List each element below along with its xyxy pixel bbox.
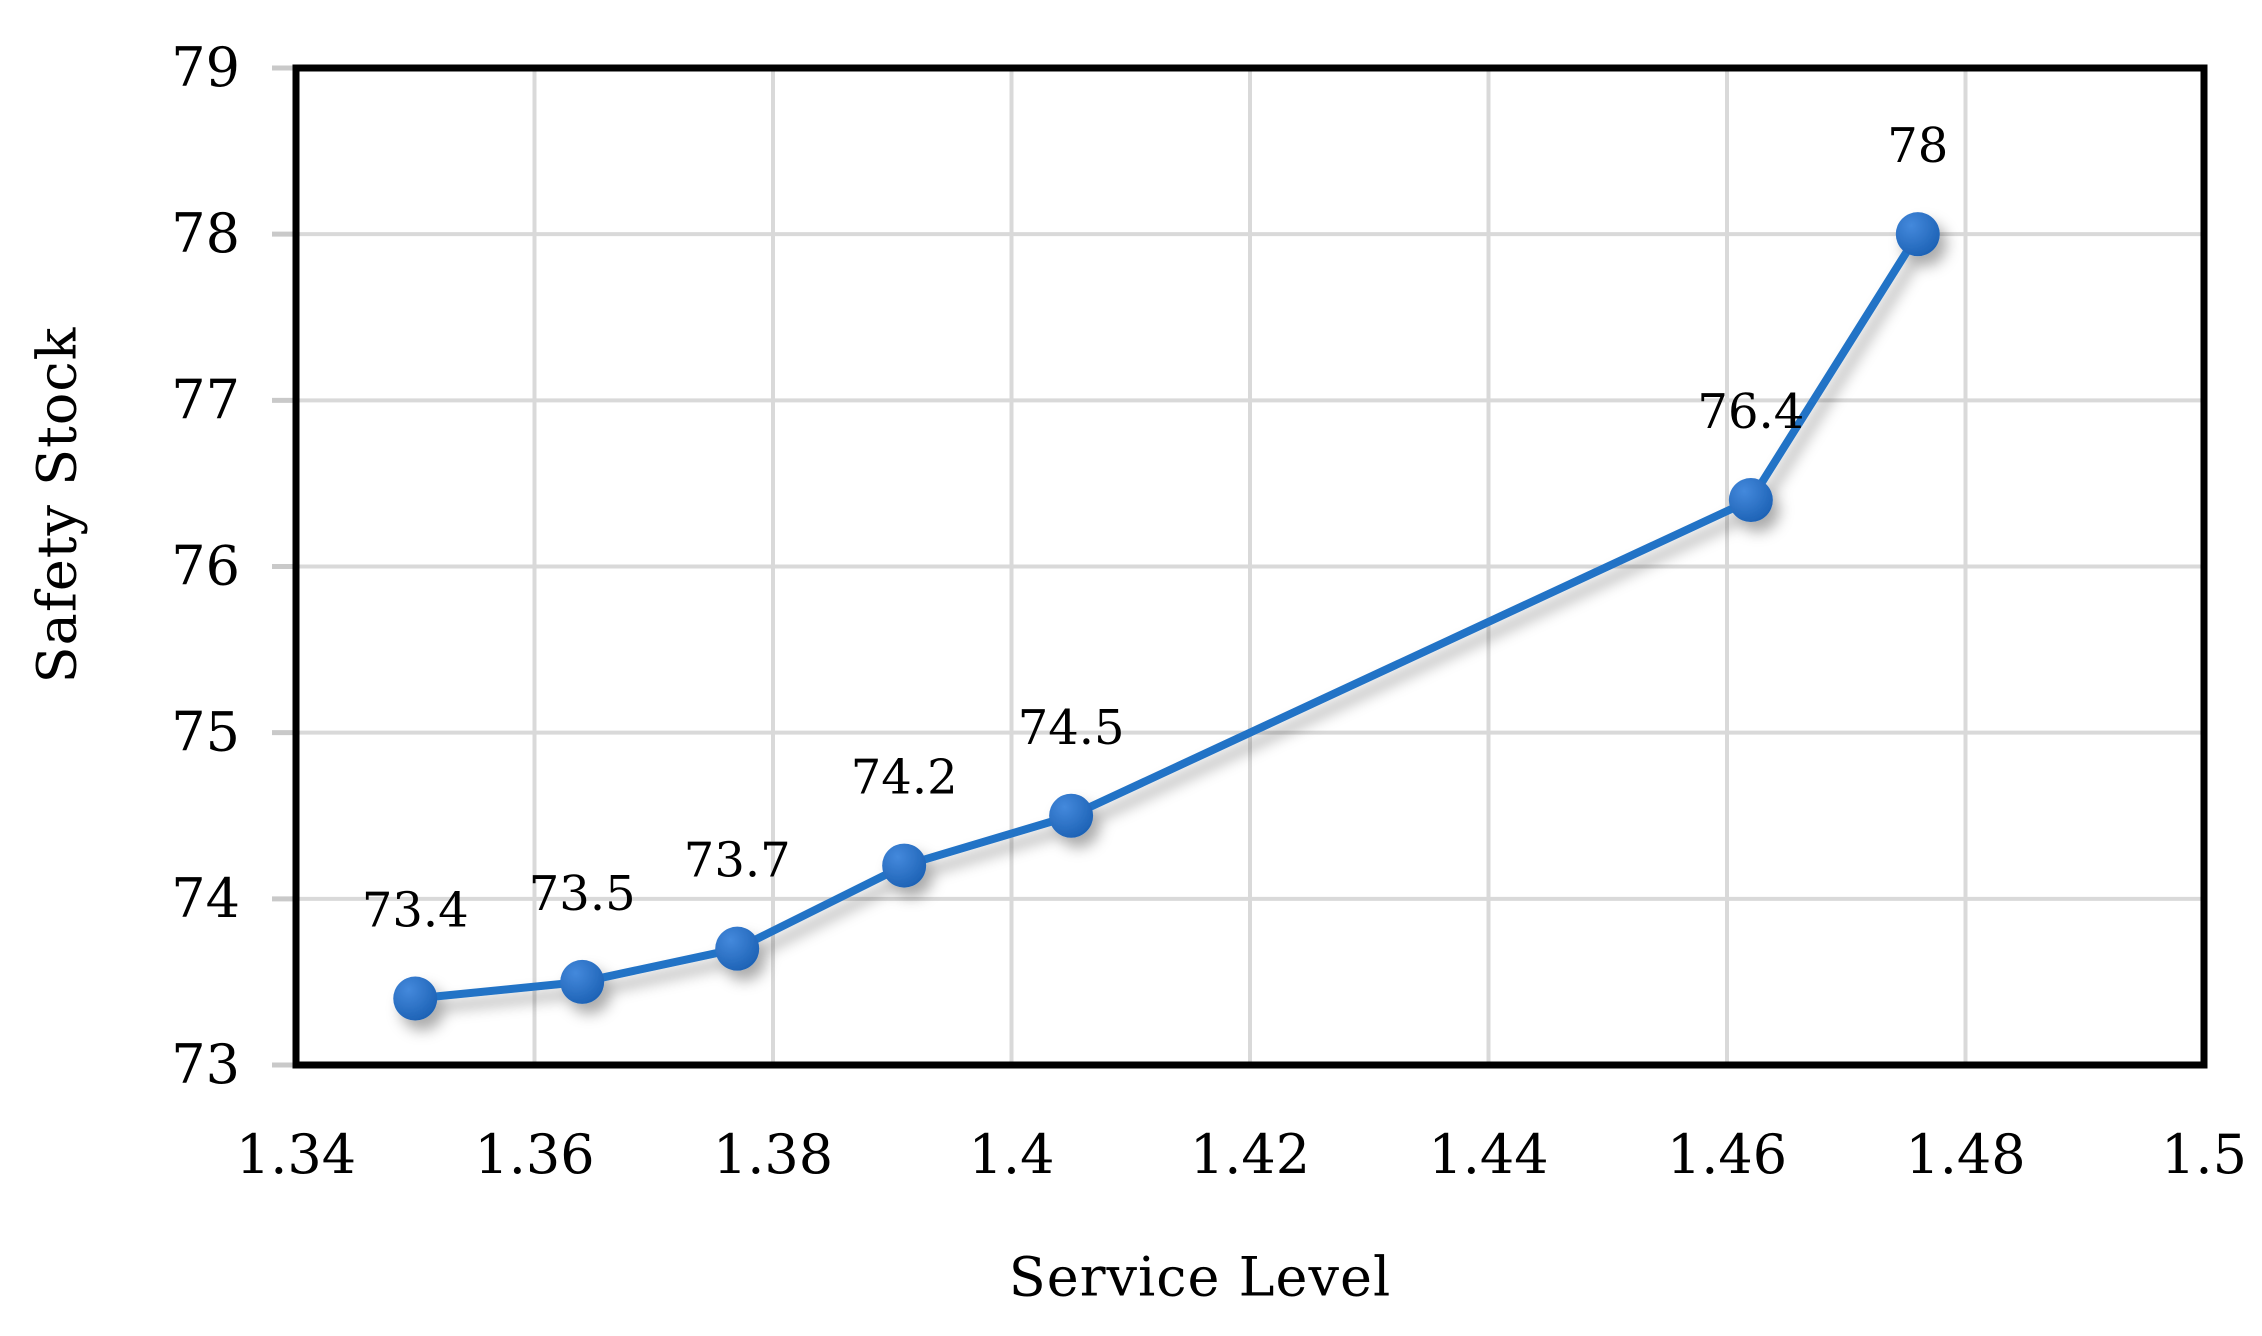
data-point-marker (560, 959, 605, 1004)
data-point-marker (1728, 478, 1773, 523)
data-point-marker (715, 926, 760, 971)
x-tick-label: 1.42 (1190, 1123, 1310, 1186)
data-point-label: 78 (1887, 118, 1948, 174)
y-tick-label: 76 (171, 535, 240, 598)
y-tick-label: 78 (171, 202, 240, 265)
x-tick-label: 1.34 (236, 1123, 356, 1186)
data-point-marker (393, 976, 438, 1021)
x-tick-label: 1.38 (713, 1123, 833, 1186)
y-tick-label: 74 (171, 867, 240, 930)
y-tick-label: 75 (171, 701, 240, 764)
x-tick-label: 1.36 (474, 1123, 594, 1186)
data-point-marker (1895, 212, 1940, 257)
series-line (411, 230, 1922, 1003)
x-tick-label: 1.5 (2161, 1123, 2247, 1186)
x-tick-label: 1.44 (1428, 1123, 1548, 1186)
data-point-label: 74.5 (1018, 700, 1125, 756)
data-point-label: 73.5 (529, 866, 636, 922)
data-point-label: 74.2 (851, 750, 958, 806)
x-tick-label: 1.46 (1667, 1123, 1787, 1186)
data-point-label: 73.7 (684, 833, 791, 889)
data-point-label: 76.4 (1697, 384, 1804, 440)
data-point-label: 73.4 (362, 883, 469, 939)
y-tick-label: 77 (171, 368, 240, 431)
x-tick-label: 1.4 (969, 1123, 1055, 1186)
x-tick-label: 1.48 (1905, 1123, 2025, 1186)
y-tick-label: 73 (171, 1033, 240, 1096)
data-point-marker (882, 843, 927, 888)
data-point-marker (1049, 793, 1094, 838)
x-axis-title: Service Level (1008, 1245, 1392, 1309)
y-axis-title: Safety Stock (25, 326, 89, 684)
y-tick-label: 79 (171, 36, 240, 99)
plot-border (292, 64, 2208, 1069)
series-safety-stock (393, 212, 1940, 1021)
